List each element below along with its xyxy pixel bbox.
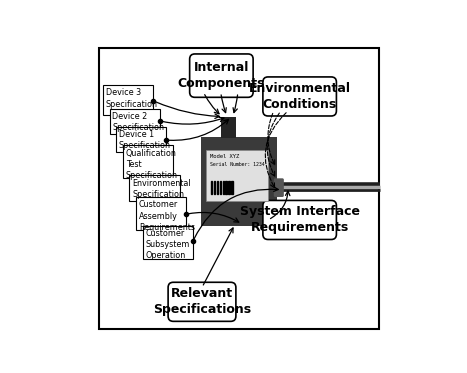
- FancyBboxPatch shape: [221, 116, 236, 138]
- FancyBboxPatch shape: [200, 137, 276, 226]
- FancyBboxPatch shape: [103, 85, 153, 115]
- Text: Device 2
Specification: Device 2 Specification: [113, 112, 164, 132]
- Text: Device 1
Specification: Device 1 Specification: [119, 130, 171, 150]
- Bar: [223, 181, 224, 194]
- Text: Customer
Subsystem
Operation: Customer Subsystem Operation: [145, 229, 190, 260]
- FancyBboxPatch shape: [274, 178, 284, 197]
- Text: Environmental
Conditions: Environmental Conditions: [248, 82, 351, 111]
- Bar: [231, 181, 233, 194]
- FancyBboxPatch shape: [116, 126, 166, 153]
- Text: Device 3
Specification: Device 3 Specification: [106, 88, 158, 109]
- Bar: [211, 181, 212, 194]
- FancyBboxPatch shape: [142, 226, 193, 259]
- FancyBboxPatch shape: [206, 150, 268, 201]
- Text: Qualification
Test
Specification: Qualification Test Specification: [126, 149, 177, 180]
- Text: Environmental
Specification: Environmental Specification: [132, 179, 191, 199]
- Bar: [219, 181, 221, 194]
- Bar: [225, 181, 227, 194]
- FancyBboxPatch shape: [168, 282, 236, 322]
- Bar: [228, 181, 230, 194]
- Text: Relevant
Specifications: Relevant Specifications: [153, 287, 251, 316]
- Text: Serial Number: 1234: Serial Number: 1234: [210, 162, 264, 167]
- Text: System Interface
Requirements: System Interface Requirements: [240, 206, 360, 235]
- FancyBboxPatch shape: [123, 145, 173, 178]
- FancyBboxPatch shape: [110, 109, 160, 134]
- Text: Customer
Assembly
Requirements: Customer Assembly Requirements: [139, 200, 195, 232]
- FancyBboxPatch shape: [136, 197, 186, 230]
- FancyBboxPatch shape: [263, 77, 336, 116]
- FancyBboxPatch shape: [263, 200, 336, 239]
- FancyBboxPatch shape: [190, 54, 253, 97]
- Text: Model XYZ: Model XYZ: [210, 154, 239, 159]
- FancyBboxPatch shape: [129, 175, 180, 201]
- Bar: [214, 181, 215, 194]
- FancyBboxPatch shape: [99, 48, 380, 329]
- Text: Internal
Components: Internal Components: [177, 61, 265, 90]
- Bar: [217, 181, 218, 194]
